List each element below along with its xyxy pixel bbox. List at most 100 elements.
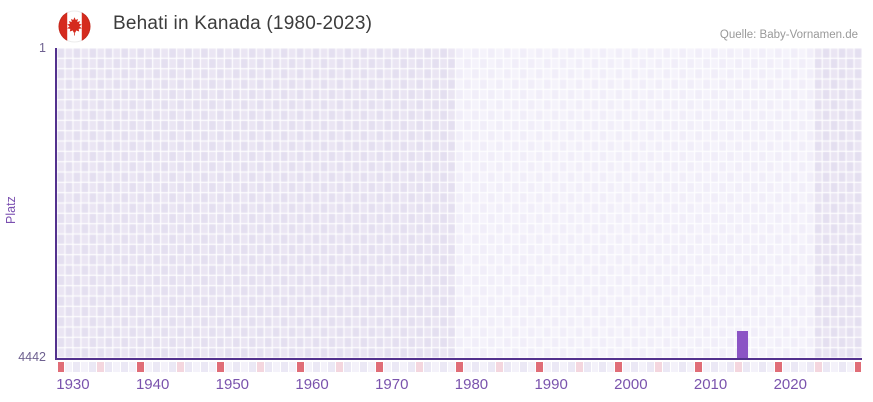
strip-cell [559,362,567,372]
chart-title: Behati in Kanada (1980-2023) [113,13,373,34]
strip-marker-red [774,362,782,372]
strip-cell [790,362,798,372]
strip-marker-red [296,362,304,372]
x-tick-label: 1980 [454,376,489,393]
strip-cell [567,362,575,372]
y-tick-top: 1 [39,41,46,55]
strip-marker-pink [416,362,424,372]
strip-cell [822,362,830,372]
strip-cell [312,362,320,372]
strip-cell [519,362,527,372]
strip-marker-pink [734,362,742,372]
strip-marker-red [854,362,862,372]
strip-cell [647,362,655,372]
strip-cell [208,362,216,372]
strip-cell [89,362,97,372]
strip-cell [487,362,495,372]
strip-cell [687,362,695,372]
strip-cell [806,362,814,372]
timeline-strip [57,362,862,372]
y-tick-bottom: 4442 [18,350,46,364]
strip-marker-red [535,362,543,372]
strip-cell [679,362,687,372]
x-tick-label: 1970 [375,376,409,393]
strip-cell [471,362,479,372]
strip-cell [240,362,248,372]
strip-marker-pink [97,362,105,372]
source-attribution: Quelle: Baby-Vornamen.de [719,29,858,41]
plot-area [57,48,862,358]
strip-cell [400,362,408,372]
strip-marker-pink [495,362,503,372]
strip-cell [280,362,288,372]
strip-cell [591,362,599,372]
strip-cell [272,362,280,372]
strip-cell [81,362,89,372]
strip-cell [551,362,559,372]
strip-cell [432,362,440,372]
canada-flag-icon [58,10,91,43]
strip-cell [121,362,129,372]
strip-cell [65,362,73,372]
strip-cell [200,362,208,372]
strip-cell [145,362,153,372]
strip-cell [408,362,416,372]
strip-cell [703,362,711,372]
strip-cell [352,362,360,372]
strip-cell [479,362,487,372]
strip-cell [599,362,607,372]
strip-cell [73,362,81,372]
strip-cell [727,362,734,372]
strip-cell [440,362,448,372]
strip-cell [838,362,846,372]
strip-cell [463,362,471,372]
strip-cell [798,362,806,372]
strip-cell [328,362,336,372]
canada-flag-svg [58,10,91,43]
strip-cell [503,362,511,372]
strip-marker-red [695,362,703,372]
strip-cell [192,362,200,372]
y-axis-line [55,48,57,360]
strip-cell [607,362,615,372]
strip-cell [671,362,679,372]
strip-cell [392,362,400,372]
strip-marker-pink [177,362,185,372]
strip-cell [742,362,750,372]
strip-cell [424,362,432,372]
strip-marker-pink [814,362,822,372]
y-axis-title: Platz [4,196,18,224]
strip-cell [639,362,647,372]
strip-cell [360,362,368,372]
strip-cell [583,362,591,372]
strip-cell [105,362,113,372]
strip-cell [623,362,631,372]
strip-cell [384,362,392,372]
plot-grid-canvas [57,48,862,358]
x-axis-line [55,358,862,360]
strip-cell [264,362,272,372]
strip-cell [161,362,169,372]
strip-marker-pink [256,362,264,372]
strip-cell [368,362,376,372]
x-tick-label: 1960 [295,376,329,393]
x-tick-label: 1950 [215,376,250,393]
strip-cell [304,362,312,372]
strip-cell [113,362,121,372]
strip-marker-pink [575,362,583,372]
x-tick-label: 1930 [56,376,90,393]
x-tick-label: 2020 [773,376,807,393]
strip-marker-red [57,362,65,372]
strip-cell [711,362,719,372]
strip-cell [527,362,535,372]
strip-cell [543,362,551,372]
strip-cell [511,362,519,372]
strip-cell [288,362,296,372]
strip-cell [344,362,352,372]
strip-cell [750,362,758,372]
x-tick-label: 1940 [135,376,170,393]
x-tick-label: 2000 [614,376,648,393]
strip-cell [719,362,726,372]
strip-cell [248,362,256,372]
